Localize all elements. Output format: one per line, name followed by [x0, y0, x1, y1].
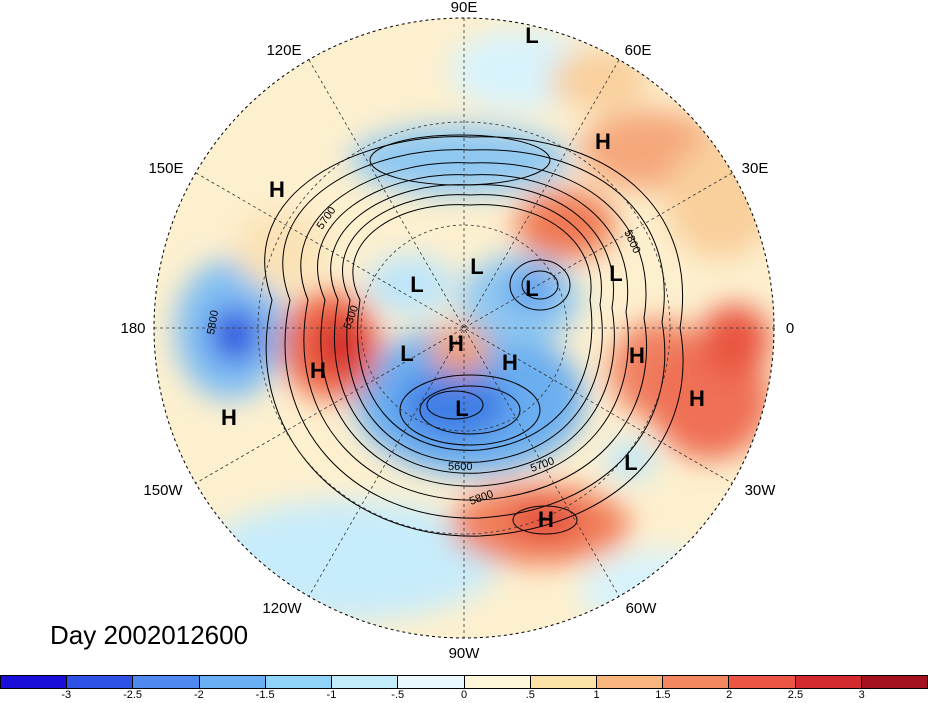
- lon-label-150w: 150W: [143, 482, 183, 499]
- colorbar-segment: [729, 676, 796, 688]
- colorbar-segment: [464, 676, 531, 688]
- lon-label-0: 0: [786, 320, 794, 337]
- colorbar-tick-label: 1: [593, 689, 600, 701]
- pressure-center: H: [310, 358, 326, 383]
- height-contours: [264, 134, 684, 537]
- lon-label-90w: 90W: [449, 645, 481, 662]
- pressure-center: H: [629, 343, 645, 368]
- colorbar-tick-label: -2.5: [123, 689, 143, 701]
- colorbar-tick-label: 2: [726, 689, 733, 701]
- colorbar-tick-label: 2.5: [787, 689, 804, 701]
- colorbar-segment: [133, 676, 200, 688]
- colorbar-tick-label: -2: [193, 689, 204, 701]
- contour-label: 5600: [448, 461, 472, 473]
- colorbar-segment: [596, 676, 664, 688]
- colorbar-segment: [795, 676, 862, 688]
- colorbar-segment: [265, 676, 333, 688]
- map-boundary: [153, 17, 775, 639]
- pressure-center: H: [448, 331, 464, 356]
- pressure-center: H: [269, 177, 285, 202]
- lon-label-120e: 120E: [266, 42, 301, 59]
- pressure-center: L: [470, 254, 483, 279]
- colorbar-tick-label: 0: [460, 689, 468, 701]
- colorbar-tick-label: 1.5: [655, 689, 671, 701]
- date-caption: Day 2002012600: [50, 620, 249, 650]
- colorbar-segment: [199, 676, 266, 688]
- pressure-center: H: [221, 405, 237, 430]
- lon-label-60e: 60E: [625, 42, 652, 59]
- lon-label-150e: 150E: [148, 160, 183, 177]
- lon-label-180: 180: [120, 320, 145, 337]
- colorbar-segment: [332, 676, 399, 688]
- colorbar-tick-label: -.5: [391, 689, 405, 701]
- colorbar-segment: [861, 676, 928, 688]
- lon-label-30e: 30E: [742, 160, 769, 177]
- lon-label-120w: 120W: [262, 600, 302, 617]
- colorbar-tick-label: -1: [326, 689, 337, 701]
- colorbar-tick-label: -3: [61, 689, 72, 701]
- colorbar-tick-labels: -3 -2.5 -2 -1.5 -1 -.5 0 .5 1 1.5 2 2.5 3: [0, 689, 928, 703]
- contour-label: 5800: [205, 309, 221, 335]
- lon-label-60w: 60W: [626, 600, 658, 617]
- colorbar-tick-label: .5: [525, 689, 535, 701]
- colorbar-segment: [1, 676, 68, 688]
- colorbar-segment: [530, 676, 597, 688]
- pressure-center: L: [525, 23, 538, 48]
- pressure-center: L: [609, 261, 622, 286]
- pressure-center: L: [410, 272, 423, 297]
- lon-label-90e: 90E: [451, 0, 478, 16]
- pressure-center: H: [689, 386, 705, 411]
- longitude-labels: 90E 60E 30E 0 30W 60W 90W 120W 150W 180 …: [120, 0, 794, 662]
- anomaly-field: [154, 18, 774, 638]
- colorbar-segment: [663, 676, 730, 688]
- polar-map: 90E 60E 30E 0 30W 60W 90W 120W 150W 180 …: [120, 0, 794, 662]
- pressure-center: L: [455, 396, 468, 421]
- pressure-centers: L H H L L L L H L H H H L H L H H: [221, 23, 705, 532]
- colorbar-segment: [398, 676, 465, 688]
- colorbar-segment: [67, 676, 134, 688]
- colorbar-tick-label: -1.5: [255, 689, 275, 701]
- pressure-center: L: [525, 276, 538, 301]
- pressure-center: H: [538, 507, 554, 532]
- graticule: [154, 18, 774, 638]
- pressure-center: L: [400, 341, 413, 366]
- colorbar-tick-label: 3: [858, 689, 865, 701]
- colorbar: [0, 675, 928, 689]
- pressure-center: H: [595, 129, 611, 154]
- pressure-center: H: [502, 350, 518, 375]
- pressure-center: L: [624, 450, 637, 475]
- lon-label-30w: 30W: [745, 482, 777, 499]
